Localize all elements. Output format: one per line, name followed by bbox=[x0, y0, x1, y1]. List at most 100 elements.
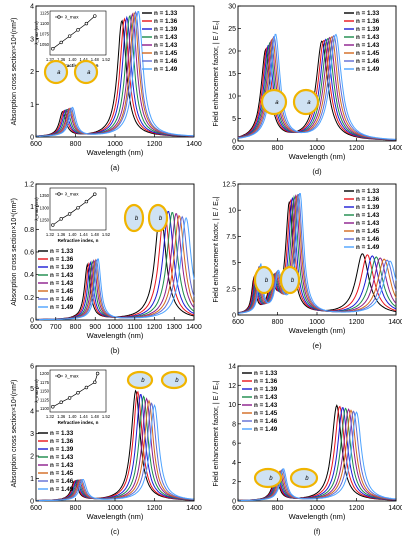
legend: n = 1.33n = 1.36n = 1.39n = 1.43n = 1.43… bbox=[38, 430, 74, 493]
legend-label: n = 1.43 bbox=[356, 220, 380, 227]
inset-point bbox=[51, 223, 55, 227]
inset-y-label: λ_max (nm) bbox=[34, 379, 39, 403]
y-tick-label: 30 bbox=[228, 4, 236, 11]
series-line-8 bbox=[36, 216, 195, 321]
series-line-8 bbox=[237, 33, 396, 140]
x-tick-label: 1000 bbox=[309, 145, 325, 152]
y-axis-label: Field enhancement factor, | E / E₀| bbox=[213, 380, 220, 486]
inset-x-tick-label: 1.32 bbox=[46, 414, 55, 419]
x-tick-label: 1200 bbox=[147, 324, 163, 331]
inset-x-tick-label: 1.48 bbox=[91, 57, 100, 62]
x-tick-label: 1200 bbox=[349, 319, 365, 326]
legend-label: n = 1.43 bbox=[154, 42, 178, 49]
inset-x-tick-label: 1.36 bbox=[57, 57, 66, 62]
legend-label: n = 1.49 bbox=[50, 304, 74, 311]
panel-d: 600 800 1000 1200 1400 0 5 10 15 20 25 30 Wavelength… bbox=[213, 4, 402, 177]
legend-label: n = 1.46 bbox=[254, 418, 278, 425]
particle-radius-label: b bbox=[175, 378, 179, 384]
y-tick-label: 12 bbox=[228, 383, 236, 390]
y-axis-label: Absorption cross section×10⁴(nm²) bbox=[11, 380, 18, 488]
y-axis-label: Field enhancement factor, | E / E₀| bbox=[213, 196, 220, 302]
inset-y-tick-label: 1125 bbox=[40, 397, 50, 402]
x-tick-label: 1100 bbox=[127, 324, 142, 331]
legend-label: n = 1.43 bbox=[154, 34, 178, 41]
particle-radius-label: a bbox=[307, 100, 311, 106]
inset-point bbox=[67, 34, 72, 38]
x-tick-label: 600 bbox=[232, 505, 244, 512]
inset-x-tick-label: 1.44 bbox=[80, 232, 89, 237]
legend-label: n = 1.33 bbox=[50, 430, 74, 437]
y-tick-label: 0 bbox=[30, 318, 34, 325]
inset-point bbox=[76, 206, 80, 210]
legend-label: n = 1.43 bbox=[356, 34, 380, 41]
legend-label: n = 1.33 bbox=[356, 10, 380, 17]
inset-line bbox=[52, 193, 96, 226]
panel-f: 600 800 1000 1200 1400 0 2 4 6 8 10 12 14 Wavelength … bbox=[213, 364, 402, 537]
inset-x-tick-label: 1.40 bbox=[68, 57, 77, 62]
inset-point bbox=[67, 396, 72, 400]
y-tick-label: 4 bbox=[30, 4, 34, 11]
inset-x-tick-label: 1.32 bbox=[46, 232, 55, 237]
inset-point bbox=[84, 199, 89, 204]
x-tick-label: 1300 bbox=[166, 324, 182, 331]
y-tick-label: 0.4 bbox=[24, 272, 34, 279]
x-tick-label: 1000 bbox=[309, 319, 325, 326]
legend: n = 1.33n = 1.36n = 1.39n = 1.43n = 1.43… bbox=[344, 188, 380, 251]
legend-label: n = 1.45 bbox=[356, 50, 380, 57]
legend-label: n = 1.33 bbox=[154, 10, 178, 17]
legend-label: n = 1.43 bbox=[356, 212, 380, 219]
legend-label: n = 1.43 bbox=[50, 280, 74, 287]
legend-label: n = 1.46 bbox=[356, 236, 380, 243]
nanoparticle-shell bbox=[147, 203, 169, 233]
legend-label: n = 1.45 bbox=[154, 50, 178, 57]
x-tick-label: 800 bbox=[272, 505, 284, 512]
particle-radius-label: a bbox=[275, 100, 279, 106]
legend-label: n = 1.45 bbox=[50, 288, 74, 295]
y-tick-label: 8 bbox=[232, 421, 236, 428]
panel-label: (e) bbox=[312, 341, 322, 350]
legend-label: n = 1.49 bbox=[154, 66, 178, 73]
y-tick-label: 5 bbox=[30, 386, 34, 393]
inset-point bbox=[84, 385, 89, 390]
x-axis-label: Wavelength (nm) bbox=[289, 326, 346, 335]
inset-legend-label: λ_max bbox=[65, 374, 79, 379]
inset-point bbox=[84, 21, 89, 26]
x-tick-label: 1000 bbox=[309, 505, 325, 512]
inset-point bbox=[95, 371, 100, 376]
nanoparticle-shell bbox=[160, 370, 188, 390]
nanoparticle-shell bbox=[260, 88, 288, 116]
inset-y-tick-label: 1200 bbox=[40, 371, 50, 376]
x-tick-label: 1400 bbox=[186, 141, 202, 148]
y-tick-label: 0 bbox=[30, 135, 34, 142]
inset-point bbox=[76, 28, 80, 32]
legend-label: n = 1.49 bbox=[356, 244, 380, 251]
inset-plot: 1.32 1.36 1.40 1.44 1.48 1.52 1250 1300 1350 Refr… bbox=[34, 187, 111, 243]
nanoparticle-shell bbox=[279, 265, 301, 295]
nanoparticle-shell bbox=[253, 265, 275, 295]
particle-radius-label: b bbox=[159, 216, 163, 222]
particle-radius-label: b bbox=[141, 378, 145, 384]
inset-x-tick-label: 1.40 bbox=[68, 232, 77, 237]
series-line-7 bbox=[36, 10, 194, 137]
nanoparticle-shell bbox=[289, 467, 319, 489]
x-tick-label: 800 bbox=[272, 319, 284, 326]
panel-c: 600 800 1000 1200 1400 0 1 2 3 4 5 6 Wavelength (nm)… bbox=[11, 364, 202, 537]
y-tick-label: 0 bbox=[232, 499, 236, 506]
y-tick-label: 3 bbox=[30, 431, 34, 438]
y-axis-label: Absorption cross section×10⁴(nm²) bbox=[11, 198, 18, 306]
inset-legend-label: λ_max bbox=[65, 192, 79, 197]
panel-label: (d) bbox=[312, 167, 322, 176]
x-tick-label: 1000 bbox=[107, 324, 123, 331]
inset-y-tick-label: 1175 bbox=[40, 380, 50, 385]
legend: n = 1.33n = 1.36n = 1.39n = 1.43n = 1.43… bbox=[242, 370, 278, 433]
particle-radius-label: b bbox=[265, 278, 269, 284]
y-axis-label: Field enhancement factor, | E / E₀| bbox=[213, 20, 220, 126]
inset-point bbox=[93, 14, 97, 18]
series-line-6 bbox=[237, 194, 397, 314]
inset-x-tick-label: 1.52 bbox=[102, 414, 111, 419]
particle-radius-label: a bbox=[87, 70, 91, 76]
